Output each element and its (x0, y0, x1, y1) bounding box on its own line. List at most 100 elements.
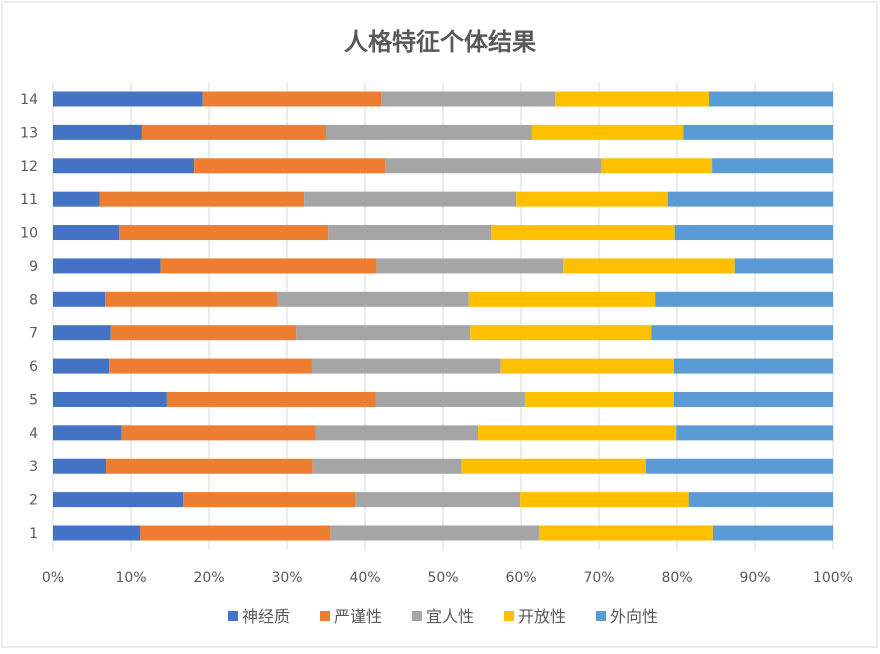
bar-segment (688, 492, 833, 508)
y-tick-label: 1 (29, 526, 38, 542)
bar-segment (53, 191, 100, 207)
bar-segment (194, 158, 386, 174)
bar-segment (53, 358, 110, 374)
bar-segment (708, 91, 833, 107)
legend-label: 神经质 (242, 607, 290, 626)
bar-segment (538, 525, 713, 541)
y-tick-label: 13 (20, 125, 38, 141)
bar-segment (183, 492, 356, 508)
bar-segment (355, 492, 521, 508)
y-tick-label: 11 (20, 192, 38, 208)
x-tick-label: 10% (115, 570, 146, 586)
bar-segment (119, 225, 329, 241)
bar-segment (53, 492, 184, 508)
bar-segment (160, 258, 377, 274)
bar-segment (53, 124, 142, 140)
y-tick-label: 12 (20, 159, 38, 175)
bar-segment (326, 124, 532, 140)
bar-segment (141, 124, 326, 140)
bar-segment (109, 358, 312, 374)
bar-segment (491, 225, 675, 241)
legend-label: 严谨性 (334, 607, 382, 626)
x-tick-label: 20% (193, 570, 224, 586)
bar-segment (478, 425, 677, 441)
legend-label: 宜人性 (426, 607, 474, 626)
bar-segment (468, 291, 656, 307)
bar-segment (461, 458, 646, 474)
bar-segment (667, 191, 833, 207)
bar-segment (601, 158, 713, 174)
y-tick-label: 6 (29, 359, 38, 375)
bar-segment (673, 391, 833, 407)
bar-segment (683, 124, 833, 140)
bar-segment (673, 358, 833, 374)
legend-label: 开放性 (518, 607, 566, 626)
y-tick-label: 10 (20, 226, 38, 242)
bar-segment (315, 425, 479, 441)
bar-segment (470, 325, 652, 341)
bar-segment (376, 258, 564, 274)
legend-swatch (504, 611, 514, 621)
x-tick-label: 50% (427, 570, 458, 586)
legend-swatch (320, 611, 330, 621)
bar-segment (110, 325, 297, 341)
legend-swatch (412, 611, 422, 621)
bar-segment (99, 191, 305, 207)
bar-segment (563, 258, 735, 274)
y-tick-label: 4 (29, 426, 38, 442)
bar-segment (53, 291, 106, 307)
bar-segment (381, 91, 556, 107)
y-tick-label: 2 (29, 493, 38, 509)
bar-segment (53, 225, 120, 241)
bar-segment (106, 458, 313, 474)
x-tick-label: 70% (583, 570, 614, 586)
bar-segment (166, 391, 376, 407)
x-tick-label: 100% (813, 570, 853, 586)
bar-segment (121, 425, 316, 441)
x-tick-label: 60% (505, 570, 536, 586)
bar-segment (53, 525, 141, 541)
bar-segment (516, 191, 668, 207)
chart-title: 人格特征个体结果 (344, 28, 536, 56)
x-tick-label: 90% (739, 570, 770, 586)
bar-segment (53, 425, 122, 441)
bar-segment (676, 425, 833, 441)
bar-segment (520, 492, 689, 508)
bar-segment (202, 91, 382, 107)
legend-swatch (596, 611, 606, 621)
bar-segment (53, 158, 195, 174)
y-tick-label: 8 (29, 292, 38, 308)
y-tick-label: 3 (29, 459, 38, 475)
bar-segment (53, 458, 107, 474)
bar-segment (304, 191, 517, 207)
bar-segment (105, 291, 278, 307)
bar-segment (712, 158, 833, 174)
x-tick-label: 30% (271, 570, 302, 586)
bar-segment (312, 458, 462, 474)
y-tick-label: 9 (29, 259, 38, 275)
bar-segment (328, 225, 492, 241)
bar-segment (674, 225, 833, 241)
x-tick-label: 0% (42, 570, 64, 586)
bar-segment (53, 325, 111, 341)
bar-segment (53, 391, 167, 407)
bar-segment (555, 91, 709, 107)
bar-segment (385, 158, 602, 174)
y-tick-label: 5 (29, 392, 38, 408)
x-tick-label: 80% (661, 570, 692, 586)
bar-segment (53, 258, 161, 274)
bar-segment (712, 525, 833, 541)
y-tick-label: 7 (29, 326, 38, 342)
bar-segment (655, 291, 833, 307)
y-tick-label: 14 (20, 92, 38, 108)
bar-segment (140, 525, 331, 541)
bar-segment (277, 291, 469, 307)
bar-segment (330, 525, 539, 541)
bar-segment (645, 458, 833, 474)
bar-segment (311, 358, 501, 374)
bar-segment (651, 325, 833, 341)
legend-swatch (228, 611, 238, 621)
bar-segment (524, 391, 674, 407)
